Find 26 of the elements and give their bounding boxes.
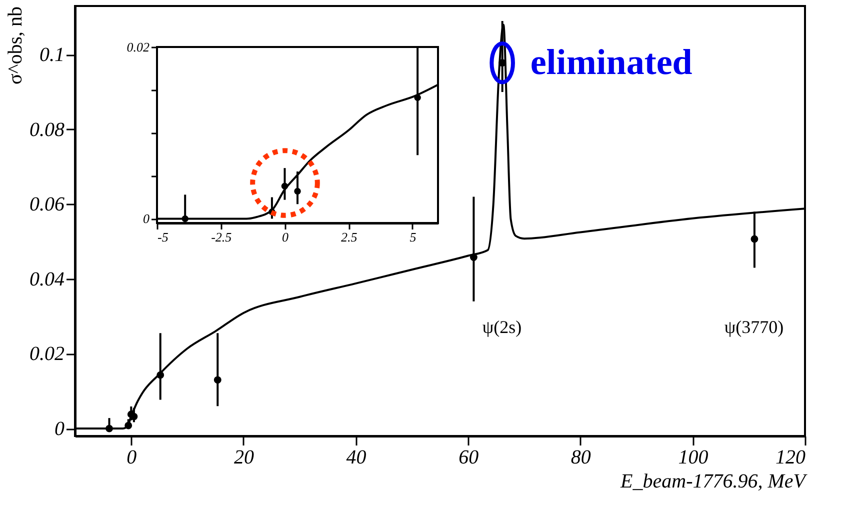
y-tick-label: 0 bbox=[54, 418, 64, 440]
y-tick-label: 0.02 bbox=[126, 40, 150, 54]
annotation: eliminated bbox=[530, 42, 692, 82]
x-tick-label: 20 bbox=[234, 446, 254, 468]
x-tick-label: -2.5 bbox=[211, 230, 232, 244]
x-axis-title: E_beam-1776.96, MeV bbox=[620, 470, 808, 492]
y-tick-label: 0.04 bbox=[30, 268, 64, 290]
x-tick-label: 100 bbox=[678, 446, 708, 468]
y-tick-label: 0.06 bbox=[30, 194, 64, 216]
x-tick-label: 40 bbox=[346, 446, 366, 468]
x-tick-label: 0 bbox=[282, 230, 289, 244]
x-tick-label: 80 bbox=[570, 446, 591, 468]
annotation: ψ(3770) bbox=[724, 317, 784, 337]
annotation: ψ(2s) bbox=[482, 317, 522, 337]
x-tick-label: 60 bbox=[458, 446, 479, 468]
y-axis-title: σ^obs, nb bbox=[4, 6, 26, 84]
point bbox=[750, 235, 758, 243]
x-tick-label: 120 bbox=[776, 446, 806, 468]
y-tick-label: 0.02 bbox=[30, 343, 64, 366]
point bbox=[214, 376, 222, 384]
x-tick-label: -5 bbox=[158, 230, 169, 244]
y-tick-label: 0.1 bbox=[40, 44, 64, 66]
x-tick-label: 2.5 bbox=[340, 230, 358, 244]
y-tick-label: 0.08 bbox=[30, 118, 64, 141]
point bbox=[294, 188, 301, 195]
x-tick-label: 5 bbox=[410, 230, 417, 244]
